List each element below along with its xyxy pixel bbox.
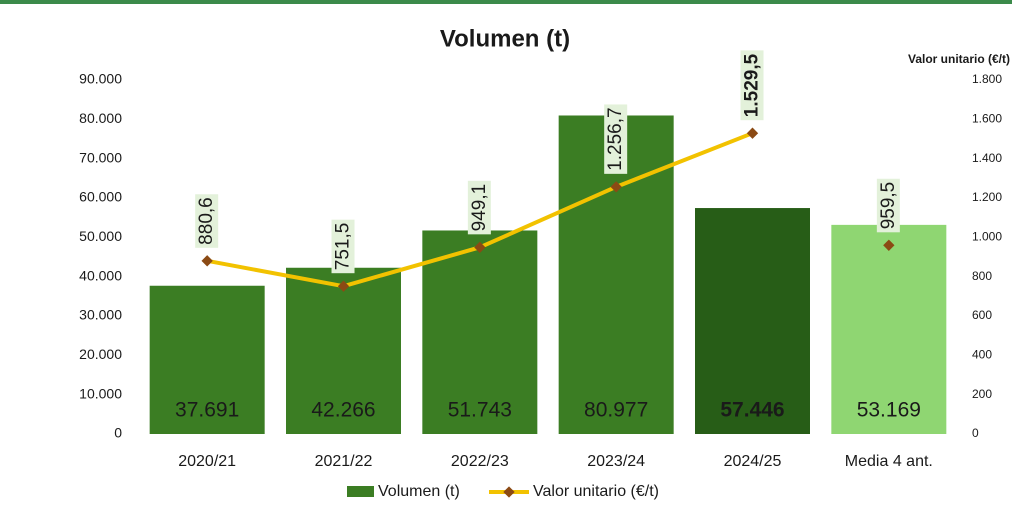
line-value-label: 959,5 bbox=[878, 182, 899, 230]
line-marker bbox=[883, 239, 895, 251]
line-marker bbox=[746, 127, 759, 139]
line-value-label: 1.256,7 bbox=[605, 107, 626, 170]
y-tick-label: 80.000 bbox=[79, 110, 122, 126]
x-tick-label: 2020/21 bbox=[178, 453, 236, 470]
line-segment bbox=[614, 131, 755, 189]
line-label-box bbox=[467, 180, 491, 235]
line-value-label: 880,6 bbox=[196, 197, 217, 245]
bar-value-label: 57.446 bbox=[720, 399, 784, 422]
line-marker bbox=[610, 181, 622, 193]
x-tick-label: 2023/24 bbox=[587, 453, 645, 470]
legend-label: Valor unitario (€/t) bbox=[533, 483, 659, 500]
y-tick-label: 60.000 bbox=[79, 189, 122, 205]
y-tick-label: 90.000 bbox=[79, 71, 122, 87]
x-tick-label: 2022/23 bbox=[451, 453, 509, 470]
bar bbox=[422, 230, 538, 434]
y-tick-label: 70.000 bbox=[79, 149, 122, 165]
y2-tick-label: 200 bbox=[972, 387, 992, 401]
bar-value-label: 51.743 bbox=[448, 399, 512, 422]
y2-tick-label: 600 bbox=[972, 308, 992, 322]
line-segment bbox=[477, 184, 619, 250]
y2-tick-label: 1.800 bbox=[972, 72, 1002, 86]
y-tick-label: 20.000 bbox=[79, 346, 122, 362]
y-tick-label: 50.000 bbox=[79, 228, 122, 244]
bar bbox=[831, 224, 947, 434]
line-value-label-group: 751,5 bbox=[331, 219, 355, 274]
line-label-box bbox=[195, 194, 219, 248]
legend-label: Volumen (t) bbox=[378, 483, 460, 500]
line-marker bbox=[337, 280, 350, 292]
y2-tick-label: 1.000 bbox=[972, 230, 1002, 244]
bar-value-label: 80.977 bbox=[584, 399, 648, 422]
chart-title: Volumen (t) bbox=[440, 25, 570, 52]
y2-tick-label: 800 bbox=[972, 269, 992, 283]
y-tick-label: 40.000 bbox=[79, 267, 122, 283]
line-value-label-group: 949,1 bbox=[467, 180, 491, 235]
y2-tick-label: 1.400 bbox=[972, 151, 1002, 165]
y2-tick-label: 1.200 bbox=[972, 190, 1002, 204]
bar bbox=[695, 208, 810, 434]
x-tick-label: 2024/25 bbox=[724, 453, 782, 470]
line-value-label-group: 1.529,5 bbox=[740, 50, 764, 121]
top-border bbox=[0, 0, 1012, 4]
line-segment bbox=[341, 245, 482, 289]
y2-axis-title: Valor unitario (€/t) bbox=[908, 52, 1010, 66]
bar bbox=[286, 267, 401, 434]
line-value-label-group: 880,6 bbox=[195, 194, 219, 248]
legend-swatch bbox=[347, 486, 374, 497]
y2-tick-label: 1.600 bbox=[972, 112, 1002, 126]
line-value-label-group: 1.256,7 bbox=[604, 104, 628, 174]
y-tick-label: 30.000 bbox=[79, 307, 122, 323]
y-tick-label: 0 bbox=[114, 425, 122, 441]
y2-tick-label: 0 bbox=[972, 426, 979, 440]
bar-value-label: 37.691 bbox=[175, 399, 239, 422]
line-value-label: 949,1 bbox=[469, 184, 490, 232]
line-value-label: 1.529,5 bbox=[742, 53, 763, 117]
line-label-box bbox=[876, 178, 900, 233]
y2-tick-label: 400 bbox=[972, 348, 992, 362]
line-label-box bbox=[604, 104, 628, 174]
line-value-label-group: 959,5 bbox=[876, 178, 900, 233]
x-tick-label: Media 4 ant. bbox=[845, 453, 933, 470]
y-tick-label: 10.000 bbox=[79, 385, 122, 401]
x-tick-label: 2021/22 bbox=[315, 453, 373, 470]
line-value-label: 751,5 bbox=[333, 223, 354, 271]
line-marker bbox=[474, 241, 486, 254]
line-label-box bbox=[331, 219, 355, 274]
bar-value-label: 42.266 bbox=[311, 399, 375, 422]
legend-marker bbox=[503, 486, 515, 498]
bar bbox=[149, 285, 265, 434]
line-marker bbox=[201, 255, 213, 267]
line-label-box bbox=[740, 50, 764, 121]
bar-value-label: 53.169 bbox=[857, 399, 921, 422]
line-segment bbox=[205, 258, 346, 289]
